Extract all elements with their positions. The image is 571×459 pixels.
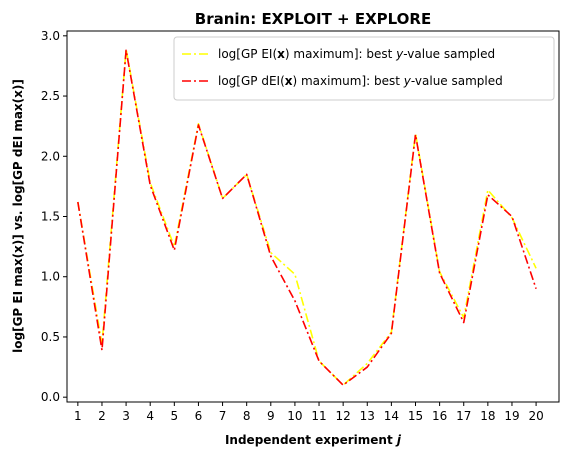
x-tick-label: 1 [74,409,82,423]
y-tick-label: 0.0 [41,390,60,404]
y-tick-label: 3.0 [41,29,60,43]
series-group [77,48,537,386]
x-tick-label: 16 [432,409,447,423]
x-tick-label: 14 [384,409,399,423]
y-tick-label: 1.5 [41,210,60,224]
y-axis-label: log[GP EI max(x)] vs. log[GP dEI max(x)] [11,79,25,353]
x-tick-label: 13 [360,409,375,423]
x-tick-label: 7 [219,409,227,423]
x-tick-label: 11 [311,409,326,423]
x-tick-label: 12 [336,409,351,423]
x-tick-label: 10 [287,409,302,423]
x-tick-label: 17 [456,409,471,423]
y-tick-label: 0.5 [41,330,60,344]
series-line-2 [77,49,537,386]
x-tick-label: 2 [98,409,106,423]
x-axis-label: Independent experiment j [225,433,402,447]
x-tick-label: 5 [171,409,179,423]
x-tick-label: 15 [408,409,423,423]
chart-title: Branin: EXPLOIT + EXPLORE [195,10,431,28]
y-tick-label: 2.5 [41,89,60,103]
y-tick-label: 1.0 [41,270,60,284]
legend-box [173,36,555,101]
x-tick-label: 6 [195,409,203,423]
x-tick-label: 18 [480,409,495,423]
x-tick-label: 8 [243,409,251,423]
x-tick-label: 3 [122,409,130,423]
x-tick-label: 20 [528,409,543,423]
y-axis: 0.0 0.5 1.0 1.5 2.0 2.5 3.0 [41,29,67,404]
legend: log[GP EI(x) maximum]: best y-value samp… [173,36,555,101]
x-tick-label: 4 [146,409,154,423]
y-tick-label: 2.0 [41,149,60,163]
legend-label-1: log[GP EI(x) maximum]: best y-value samp… [218,47,495,61]
x-axis-label-var: j [395,433,402,447]
legend-label-2: log[GP dEI(x) maximum]: best y-value sam… [218,74,503,88]
x-axis: 1 2 3 4 5 6 7 8 9 10 11 12 13 14 15 16 17 18 19 20 [74,402,544,423]
series-line-1 [77,48,537,386]
x-tick-label: 9 [267,409,275,423]
x-tick-label: 19 [504,409,519,423]
